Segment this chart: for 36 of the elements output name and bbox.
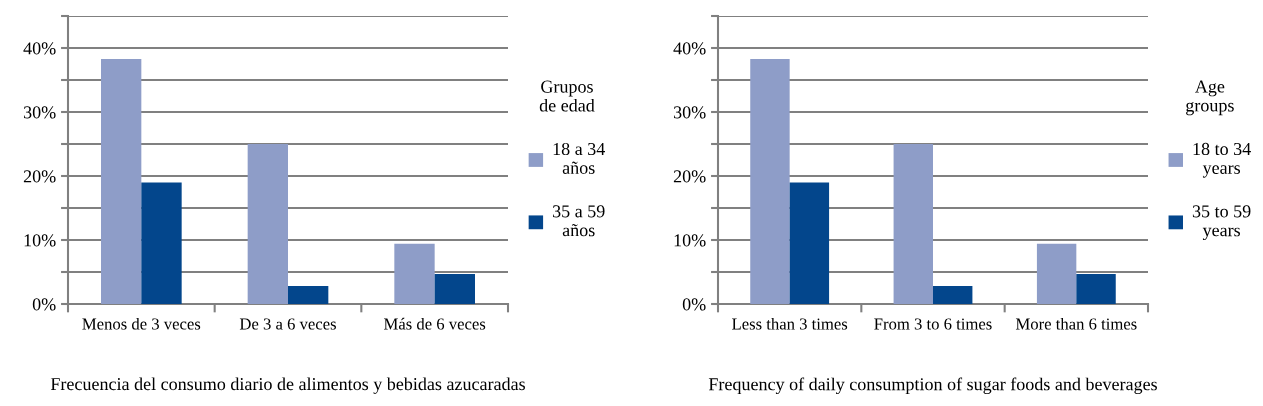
x-tick-label: More than 6 times bbox=[1015, 317, 1137, 330]
bar bbox=[750, 58, 790, 304]
bar bbox=[394, 243, 435, 304]
legend-title: Grupos de edad bbox=[539, 80, 595, 112]
legend-label: 18 a 34 años bbox=[553, 142, 605, 174]
x-axis-title: Frequency of daily consumption of sugar foods and beverages bbox=[708, 377, 1157, 395]
bar bbox=[789, 182, 830, 304]
bar bbox=[1076, 273, 1116, 304]
y-tick-label: 10% bbox=[674, 234, 706, 247]
bar bbox=[1036, 243, 1077, 304]
y-tick-label: 40% bbox=[673, 42, 706, 55]
y-tick-label: 10% bbox=[24, 234, 56, 247]
x-axis-title: Frecuencia del consumo diario de alimentos y bebidas azucaradas bbox=[50, 377, 525, 394]
y-tick-label: 30% bbox=[23, 106, 56, 119]
y-tick-label: 0% bbox=[682, 298, 706, 311]
legend-label: 35 a 59 años bbox=[552, 205, 605, 237]
bar bbox=[288, 286, 329, 304]
bar bbox=[434, 273, 475, 304]
bar bbox=[893, 144, 933, 304]
x-tick-label: Más de 6 veces bbox=[384, 317, 486, 330]
y-tick-label: 0% bbox=[32, 298, 56, 311]
y-tick-label: 20% bbox=[673, 170, 706, 183]
x-tick-label: From 3 to 6 times bbox=[874, 318, 992, 330]
bar bbox=[141, 182, 182, 304]
legend-label: 18 to 34 years bbox=[1193, 142, 1251, 178]
legend-title: Age groups bbox=[1186, 80, 1234, 116]
y-tick-label: 20% bbox=[23, 170, 56, 183]
x-tick-label: De 3 a 6 veces bbox=[239, 318, 336, 330]
y-tick-label: 40% bbox=[23, 42, 56, 55]
legend-label: 35 to 59 years bbox=[1192, 205, 1251, 241]
y-tick-label: 30% bbox=[673, 106, 706, 119]
x-tick-label: Menos de 3 veces bbox=[82, 317, 201, 330]
bar bbox=[933, 286, 973, 304]
bar bbox=[101, 58, 142, 304]
bar bbox=[247, 144, 288, 304]
x-tick-label: Less than 3 times bbox=[732, 317, 848, 330]
